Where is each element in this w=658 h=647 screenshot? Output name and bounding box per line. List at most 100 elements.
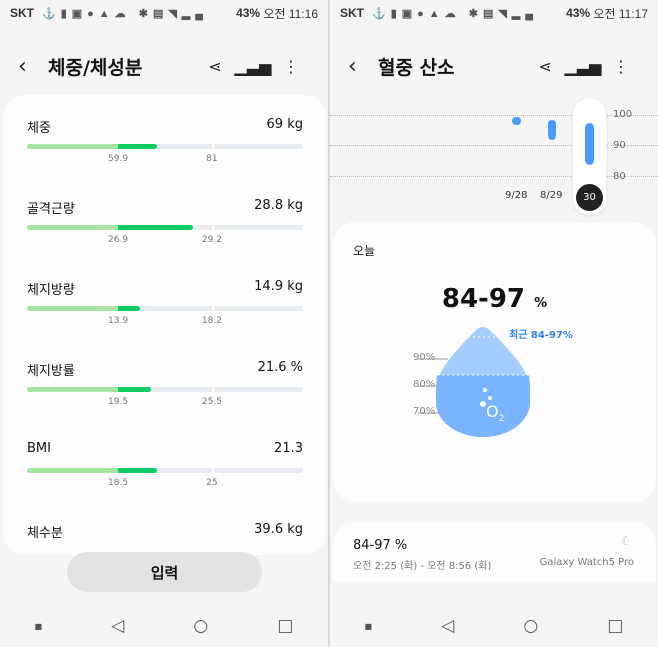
composition-row[interactable]: BMI 21.3 18.5 25 [27, 441, 303, 491]
range-bar [27, 225, 303, 230]
back-nav-icon[interactable]: ◁ [111, 616, 125, 636]
value-fill [118, 306, 141, 311]
o2-text: O [486, 402, 499, 421]
notification-icons: ⚓▮▣●▲☁ ✱▤◥▂▄ [42, 7, 209, 20]
row-value: 39.6 kg [254, 522, 303, 537]
value-fill [118, 468, 157, 473]
status-bar: SKT ⚓▮▣●▲☁ ✱▤◥▂▄ 43% 오전 11:16 [0, 0, 328, 26]
range-low: 59.9 [108, 154, 129, 164]
range-high: 81 [206, 154, 218, 164]
today-card: 오늘 84-97 % 최근 84-97% 90% 80% 70% O2 [333, 222, 656, 502]
row-label: 체중 [27, 121, 51, 136]
recents-icon[interactable]: ■ [364, 621, 373, 631]
notification-icons: ⚓▮▣●▲☁ ✱▤◥▂▄ [372, 7, 539, 20]
carrier: SKT [340, 6, 364, 20]
range-separator [211, 468, 214, 473]
today-value: 84-97 [441, 284, 526, 314]
home-icon[interactable]: ○ [523, 616, 539, 636]
x-label: 8/29 [540, 190, 563, 201]
record-item[interactable]: 84-97 % 오전 2:25 (화) - 오전 8:56 (화) Galaxy… [333, 522, 656, 582]
o2-label: O2 [486, 402, 504, 424]
input-button[interactable]: 입력 [67, 552, 262, 592]
chart-icon[interactable]: ▁▃▅ [564, 56, 602, 76]
composition-row[interactable]: 체지방량 14.9 kg 13.9 18.2 [27, 279, 303, 329]
value-fill [118, 144, 157, 149]
spo2-range-bar[interactable] [511, 117, 521, 126]
carrier: SKT [10, 6, 34, 20]
range-low: 13.9 [108, 316, 129, 326]
nav-bar: ■ ◁ ○ □ [330, 605, 658, 647]
y-tick: 100 [613, 109, 633, 120]
back-icon[interactable]: ‹ [348, 53, 357, 79]
below-range-fill [27, 144, 119, 149]
row-label: 골격근량 [27, 202, 75, 217]
recent-range: 최근 84-97% [509, 330, 573, 341]
today-range: 84-97 % [333, 284, 656, 314]
range-low: 18.5 [108, 478, 129, 488]
oxygen-drop [418, 327, 530, 437]
row-value: 14.9 kg [254, 279, 303, 294]
clock: 오전 11:16 [263, 6, 318, 21]
app-header: ‹ 체중/체성분 ⋖ ▁▃▅ ⋮ [0, 48, 328, 84]
nav-bar: ■ ◁ ○ □ [0, 605, 328, 647]
range-high: 29.2 [201, 235, 222, 245]
page-title: 혈중 산소 [378, 56, 455, 79]
range-bar [27, 468, 303, 473]
range-low: 26.9 [108, 235, 129, 245]
level-label: 80% [413, 379, 436, 390]
overview-icon[interactable]: □ [607, 616, 624, 636]
selected-date-badge[interactable]: 30 [576, 184, 603, 211]
row-value: 69 kg [266, 117, 303, 132]
share-icon[interactable]: ⋖ [538, 56, 552, 76]
share-icon[interactable]: ⋖ [208, 56, 222, 76]
back-nav-icon[interactable]: ◁ [441, 616, 455, 636]
home-icon[interactable]: ○ [193, 616, 209, 636]
row-value: 21.3 [274, 441, 303, 456]
range-separator [211, 306, 214, 311]
composition-row[interactable]: 체수분 39.6 kg [27, 522, 303, 572]
trend-chart[interactable]: 100 90 80 9/28 8/29 30 [330, 95, 658, 215]
battery: 43% [566, 6, 591, 20]
app-header: ‹ 혈중 산소 ⋖ ▁▃▅ ⋮ [330, 48, 658, 84]
range-high: 25 [206, 478, 218, 488]
range-separator [211, 387, 214, 392]
range-bar [27, 144, 303, 149]
record-value: 84-97 % [353, 538, 408, 553]
range-bar [27, 387, 303, 392]
composition-row[interactable]: 체지방률 21.6 % 19.5 25.5 [27, 360, 303, 410]
row-label: 체수분 [27, 526, 63, 541]
recents-icon[interactable]: ■ [34, 621, 43, 631]
body-composition-screen: SKT ⚓▮▣●▲☁ ✱▤◥▂▄ 43% 오전 11:16 ‹ 체중/체성분 ⋖… [0, 0, 328, 647]
page-title: 체중/체성분 [48, 56, 143, 79]
x-label: 9/28 [505, 190, 528, 201]
sleep-moon-icon: ☾ [621, 534, 632, 548]
more-icon[interactable]: ⋮ [613, 56, 629, 76]
back-icon[interactable]: ‹ [18, 53, 27, 79]
spo2-range-bar[interactable] [584, 123, 594, 165]
below-range-fill [27, 225, 119, 230]
value-fill [118, 387, 152, 392]
y-tick: 80 [613, 171, 626, 182]
range-high: 18.2 [201, 316, 222, 326]
range-separator [211, 144, 214, 149]
below-range-fill [27, 306, 119, 311]
level-label: 90% [413, 352, 436, 363]
blood-oxygen-screen: SKT ⚓▮▣●▲☁ ✱▤◥▂▄ 43% 오전 11:17 ‹ 혈중 산소 ⋖ … [330, 0, 658, 647]
range-high: 25.5 [201, 397, 222, 407]
row-label: 체지방량 [27, 283, 75, 298]
overview-icon[interactable]: □ [277, 616, 294, 636]
composition-row[interactable]: 골격근량 28.8 kg 26.9 29.2 [27, 198, 303, 248]
composition-row[interactable]: 체중 69 kg 59.9 81 [27, 117, 303, 167]
level-label: 70% [413, 406, 436, 417]
composition-card: 체중 69 kg 59.9 81 골격근량 28.8 kg 26.9 29.2 체지방량… [3, 95, 326, 555]
record-device: Galaxy Watch5 Pro [539, 557, 634, 568]
spo2-range-bar[interactable] [548, 120, 556, 141]
range-low: 19.5 [108, 397, 129, 407]
today-label: 오늘 [353, 244, 376, 258]
status-bar: SKT ⚓▮▣●▲☁ ✱▤◥▂▄ 43% 오전 11:17 [330, 0, 658, 26]
more-icon[interactable]: ⋮ [283, 56, 299, 76]
y-tick: 90 [613, 140, 626, 151]
chart-icon[interactable]: ▁▃▅ [234, 56, 272, 76]
range-bar [27, 306, 303, 311]
row-value: 21.6 % [257, 360, 303, 375]
